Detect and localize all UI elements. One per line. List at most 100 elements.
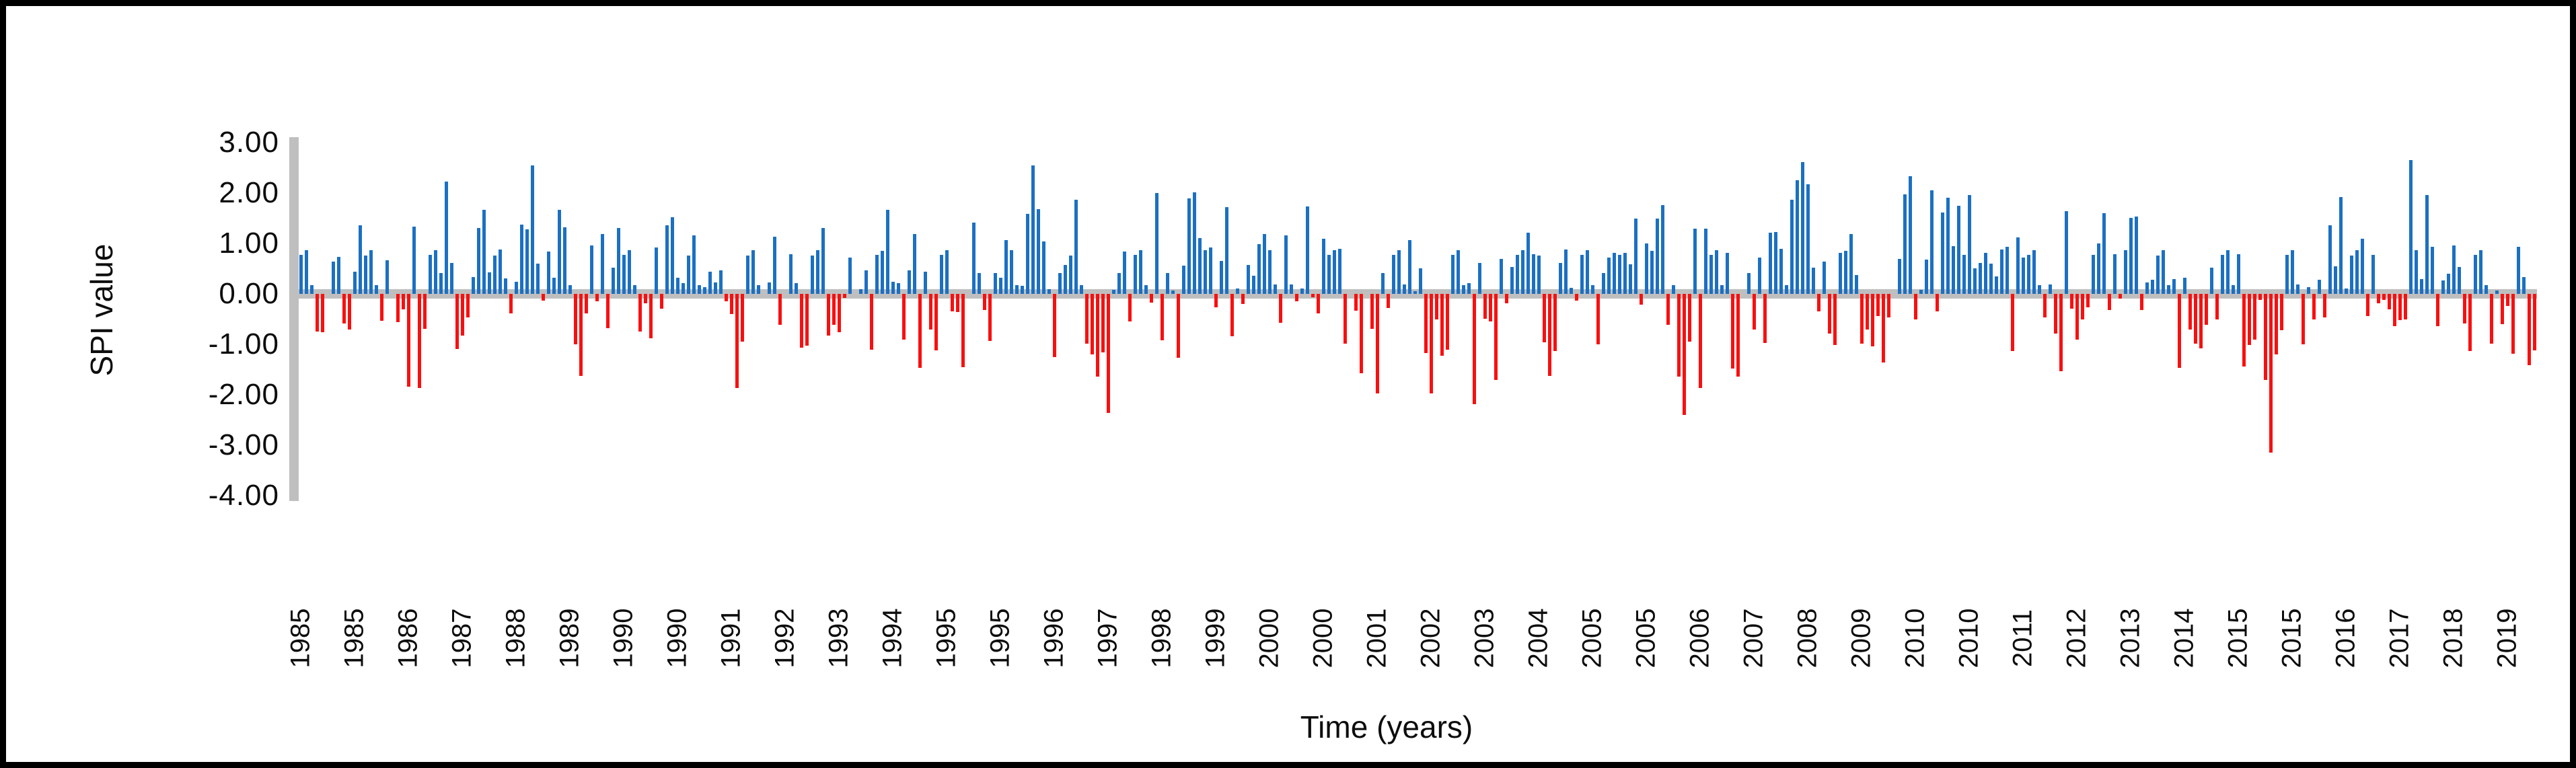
bar-positive (546, 252, 550, 294)
bar-positive (363, 256, 367, 294)
bar-positive (1946, 197, 1950, 294)
bar-positive (2096, 243, 2100, 294)
bar-negative (2500, 294, 2504, 324)
bar-positive (1612, 253, 1616, 294)
bar-positive (1015, 284, 1019, 294)
bar-negative (509, 294, 513, 313)
bar-positive (374, 284, 378, 294)
bar-negative (2118, 294, 2122, 299)
x-tick-label: 1990 (608, 608, 638, 668)
bar-positive (1563, 249, 1568, 294)
bar-positive (600, 233, 604, 294)
x-tick-label: 2003 (1469, 608, 1500, 668)
x-tick-label: 2004 (1523, 608, 1553, 668)
bar-negative (988, 294, 992, 341)
bar-positive (1413, 291, 1417, 294)
bar-positive (492, 256, 496, 294)
y-axis-line (289, 137, 299, 501)
bar-negative (659, 294, 663, 309)
bar-positive (993, 272, 997, 294)
bar-negative (2043, 294, 2047, 317)
bar-negative (1434, 294, 1438, 319)
x-tick-label: 2002 (1415, 608, 1446, 668)
bar-positive (1187, 198, 1191, 294)
bar-positive (896, 283, 900, 294)
bar-positive (1036, 209, 1040, 294)
x-tick-label: 2007 (1738, 608, 1769, 668)
bar-negative (2376, 294, 2380, 304)
bar-positive (1526, 233, 1530, 294)
bar-positive (2360, 239, 2364, 294)
bar-negative (2080, 294, 2084, 320)
bar-positive (1967, 195, 1971, 294)
bar-positive (369, 249, 373, 294)
x-tick-label: 2017 (2384, 608, 2415, 668)
bar-positive (1703, 228, 1707, 294)
bar-negative (1860, 294, 1864, 344)
bar-positive (552, 278, 556, 294)
bar-negative (778, 294, 782, 325)
bar-positive (476, 227, 480, 294)
bar-negative (901, 294, 906, 340)
bar-positive (713, 282, 717, 294)
bar-negative (2075, 294, 2079, 340)
bar-positive (2231, 284, 2235, 294)
bar-negative (2193, 294, 2197, 344)
bar-negative (1816, 294, 1820, 311)
bar-positive (1181, 266, 1185, 294)
bar-positive (767, 282, 771, 294)
bar-positive (654, 247, 658, 294)
bar-negative (2403, 294, 2407, 319)
bar-positive (1461, 284, 1465, 294)
bar-negative (1176, 294, 1180, 358)
bar-negative (2435, 294, 2439, 326)
bar-negative (1935, 294, 1939, 311)
x-tick-label: 2010 (1900, 608, 1930, 668)
bar-positive (1305, 206, 1309, 294)
bar-positive (1267, 249, 1272, 294)
bar-positive (1171, 290, 1175, 294)
bar-positive (2048, 284, 2052, 294)
bar-positive (482, 209, 486, 294)
bar-negative (2107, 294, 2111, 310)
bar-positive (1031, 165, 1035, 294)
bar-positive (772, 237, 776, 294)
bar-positive (1671, 284, 1675, 294)
bar-positive (1650, 250, 1654, 294)
bar-positive (848, 258, 852, 294)
bar-positive (1477, 262, 1481, 294)
spi-bar-chart: 3.00 2.00 1.00 0.00 -1.00 -2.00 -3.00 -4.00 198… (6, 6, 2570, 762)
bar-negative (2398, 294, 2402, 320)
bar-negative (2279, 294, 2283, 330)
bar-positive (519, 224, 523, 294)
bar-positive (1714, 249, 1718, 294)
bar-negative (1827, 294, 1831, 334)
y-tick-label: -2.00 (208, 378, 279, 411)
x-tick-label: 1994 (877, 608, 908, 668)
bar-positive (1219, 261, 1223, 294)
bar-negative (417, 294, 421, 389)
bar-positive (1962, 255, 1966, 294)
bar-positive (1450, 254, 1455, 294)
bar-positive (1289, 284, 1293, 294)
bar-negative (1596, 294, 1600, 344)
bar-positive (875, 254, 879, 294)
bar-positive (1800, 161, 1804, 294)
bar-negative (2511, 294, 2515, 354)
bar-positive (439, 272, 443, 294)
bar-positive (1811, 268, 1815, 294)
bar-positive (2495, 290, 2499, 294)
bar-negative (1316, 294, 1320, 314)
bar-positive (2037, 284, 2041, 294)
bar-positive (568, 284, 572, 294)
bar-positive (449, 262, 453, 294)
bar-positive (2032, 249, 2036, 294)
bar-negative (1833, 294, 1837, 345)
bar-positive (2419, 278, 2423, 294)
bar-negative (379, 294, 383, 321)
bar-positive (2064, 211, 2068, 294)
y-tick-label: 0.00 (219, 277, 279, 310)
bar-positive (1655, 218, 1659, 294)
bar-negative (2086, 294, 2090, 307)
bar-negative (1311, 294, 1315, 298)
